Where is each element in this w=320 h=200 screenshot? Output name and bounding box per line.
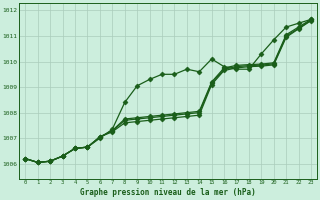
X-axis label: Graphe pression niveau de la mer (hPa): Graphe pression niveau de la mer (hPa)	[80, 188, 256, 197]
